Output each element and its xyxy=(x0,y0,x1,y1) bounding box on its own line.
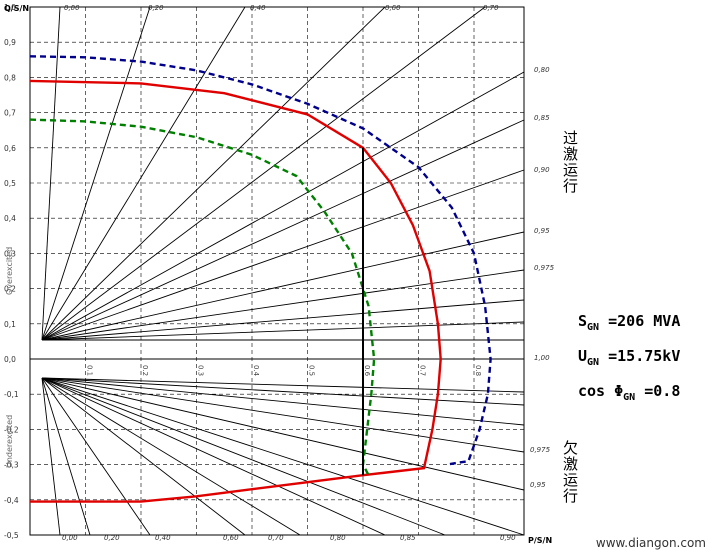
series-line-2 xyxy=(29,118,376,476)
y-tick-label: 0,5 xyxy=(4,179,16,188)
rated-voltage-base: U xyxy=(578,347,588,365)
overexcited-axis-label: Overexcited xyxy=(5,247,14,295)
pf-ray-lower xyxy=(41,377,446,536)
x-tick-label: 0.7 xyxy=(419,365,427,376)
pf-label-right: 0,975 xyxy=(530,446,551,454)
series-line-1 xyxy=(29,55,492,466)
power-factor-value: =0.8 xyxy=(635,382,681,400)
pf-ray-upper xyxy=(41,6,151,341)
pf-label-top: 0,60 xyxy=(385,4,401,12)
rated-voltage-line: UGN =15.75kV xyxy=(578,347,681,368)
pf-ray-upper xyxy=(41,169,525,341)
pf-ray-lower xyxy=(41,377,151,536)
pf-label-bottom: 0,80 xyxy=(330,534,346,542)
y-tick-label: 0,8 xyxy=(4,73,16,82)
y-tick-label: 0,0 xyxy=(4,355,16,364)
pf-ray-lower xyxy=(41,377,525,536)
pf-label-right: 0,85 xyxy=(534,114,550,122)
pf-ray-lower xyxy=(41,377,61,536)
y-tick-label: -0,2 xyxy=(4,425,19,434)
pf-ray-lower xyxy=(41,377,525,453)
pf-ray-upper xyxy=(41,231,525,341)
pf-label-right: 0,90 xyxy=(534,166,550,174)
x-tick-label: 0.3 xyxy=(197,365,205,376)
pf-ray-upper xyxy=(41,71,525,341)
pf-label-bottom: 0,90 xyxy=(500,534,516,542)
pf-label-right: 0,95 xyxy=(534,227,550,235)
pf-label-bottom: 0,85 xyxy=(400,534,416,542)
rated-power-sub: GN xyxy=(587,322,600,333)
pf-label-top: 0,70 xyxy=(483,4,499,12)
y-tick-label: -0,1 xyxy=(4,390,19,399)
pf-label-bottom: 0,70 xyxy=(268,534,284,542)
y-axis-label: Q/S/N xyxy=(4,4,29,13)
pf-ray-lower xyxy=(41,377,525,393)
x-tick-label: 0.8 xyxy=(474,365,482,376)
y-tick-label: 0,6 xyxy=(4,144,16,153)
y-tick-label: 0,7 xyxy=(4,109,16,118)
y-tick-label: 0,9 xyxy=(4,38,16,47)
power-factor-sub: GN xyxy=(623,392,636,403)
power-factor-base: cos Φ xyxy=(578,382,624,400)
rated-power-base: S xyxy=(578,312,588,330)
pf-ray-lower xyxy=(41,377,246,536)
pf-ray-upper xyxy=(41,299,525,341)
pf-label-right: 1,00 xyxy=(534,354,550,362)
pf-ray-upper xyxy=(41,6,486,341)
pf-label-bottom: 0,60 xyxy=(223,534,239,542)
pf-ray-lower xyxy=(41,377,386,536)
y-tick-label: 0,3 xyxy=(4,249,16,258)
rated-power-value: =206 MVA xyxy=(599,312,681,330)
pf-label-bottom: 0,40 xyxy=(155,534,171,542)
pf-ray-upper xyxy=(41,6,61,341)
rated-voltage-value: =15.75kV xyxy=(599,347,681,365)
pf-ray-lower xyxy=(41,377,91,536)
power-factor-line: cos ΦGN =0.8 xyxy=(578,382,681,403)
y-tick-label: 0,2 xyxy=(4,285,16,294)
underexcited-axis-label: Underexcited xyxy=(5,415,14,468)
y-tick-label: -0,5 xyxy=(4,531,19,540)
y-tick-label: 0,4 xyxy=(4,214,16,223)
pf-label-bottom: 0,00 xyxy=(62,534,78,542)
y-tick-label: 1,0 xyxy=(4,3,16,12)
pf-label-bottom: 0,20 xyxy=(104,534,120,542)
pf-ray-upper xyxy=(41,321,525,341)
watermark: www.diangon.com xyxy=(595,536,706,550)
pf-label-right: 0,80 xyxy=(534,66,550,74)
pf-ray-upper xyxy=(41,6,386,341)
pf-ray-upper xyxy=(41,119,525,341)
pf-ray-lower xyxy=(41,377,301,536)
y-tick-label: -0,3 xyxy=(4,461,19,470)
pf-label-right: 0,95 xyxy=(530,481,546,489)
x-axis-label: P/S/N xyxy=(528,536,552,545)
pf-ray-upper xyxy=(41,6,246,341)
underexcited-label: 欠激运行 xyxy=(561,440,579,504)
pf-ray-upper xyxy=(41,269,525,341)
pf-ray-lower xyxy=(41,377,525,491)
overexcited-label: 过激运行 xyxy=(561,130,579,194)
x-tick-label: 0.6 xyxy=(363,365,371,377)
x-tick-label: 0.5 xyxy=(308,365,316,376)
pf-label-right: 0,975 xyxy=(534,264,555,272)
pf-label-top: 0,40 xyxy=(250,4,266,12)
y-tick-label: 0,1 xyxy=(4,320,16,329)
rated-power-line: SGN =206 MVA xyxy=(578,312,681,333)
x-tick-label: 0.4 xyxy=(252,365,260,377)
y-tick-label: -0,4 xyxy=(4,496,19,505)
x-tick-label: 0.2 xyxy=(141,365,149,376)
pf-ray-lower xyxy=(41,377,525,426)
x-tick-label: 0.1 xyxy=(86,365,94,376)
plot-frame xyxy=(29,6,525,536)
pf-label-top: 0,00 xyxy=(64,4,80,12)
pf-label-top: 0,20 xyxy=(148,4,164,12)
pf-ray-lower xyxy=(41,377,525,406)
rated-voltage-sub: GN xyxy=(587,357,600,368)
